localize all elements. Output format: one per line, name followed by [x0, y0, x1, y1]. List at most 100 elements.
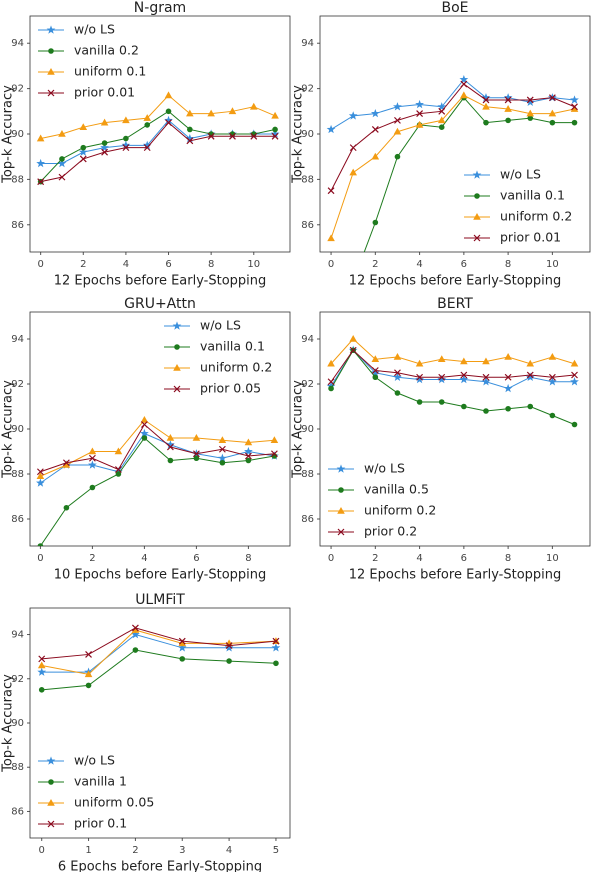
legend-label: w/o LS [74, 22, 115, 37]
y-tick-label: 90 [11, 718, 24, 729]
marker [570, 95, 579, 104]
marker [270, 450, 278, 458]
marker [47, 68, 55, 75]
y-tick-label: 90 [11, 129, 24, 140]
plot-area [326, 335, 579, 428]
marker [166, 440, 175, 449]
chart-title: N-gram [134, 0, 186, 16]
marker [438, 373, 446, 381]
x-tick-label: 0 [328, 259, 334, 270]
x-tick-label: 6 [165, 259, 171, 270]
marker [505, 405, 511, 412]
marker [244, 452, 252, 460]
series-line [330, 349, 575, 383]
legend: w/o LS vanilla 0.1 uniform 0.2 prior 0.05 [164, 318, 272, 396]
marker [570, 105, 579, 112]
marker [415, 374, 424, 384]
marker [141, 435, 148, 441]
marker [549, 119, 556, 126]
marker [142, 140, 152, 150]
marker [483, 408, 489, 414]
marker [47, 820, 55, 828]
marker [271, 132, 279, 140]
panel: ULMFiT 6 Epochs before Early-Stopping Top-… [1, 592, 291, 872]
legend-label: w/o LS [500, 167, 541, 182]
series-line [40, 419, 275, 477]
marker [438, 399, 445, 405]
x-tick-label: 3 [179, 845, 185, 856]
legend-label: uniform 0.2 [500, 209, 572, 224]
marker [460, 80, 468, 88]
marker [249, 102, 258, 110]
marker [526, 109, 535, 117]
series-line [330, 83, 575, 191]
marker [166, 434, 175, 441]
marker [526, 371, 534, 379]
legend-label: prior 0.1 [74, 816, 127, 831]
marker [122, 116, 130, 124]
legend-label: prior 0.2 [364, 524, 417, 539]
legend-label: uniform 0.2 [200, 360, 272, 375]
marker [140, 421, 148, 428]
marker [165, 108, 172, 115]
y-axis-label: Top-k Accuracy [1, 380, 16, 479]
marker [88, 460, 97, 469]
y-tick-label: 94 [11, 630, 24, 641]
marker [225, 642, 233, 650]
marker [570, 377, 579, 386]
marker [526, 96, 534, 104]
legend-label: w/o LS [74, 753, 115, 768]
marker [571, 103, 578, 111]
marker [326, 124, 336, 134]
plot-area [37, 624, 281, 693]
x-tick-label: 4 [141, 553, 147, 564]
marker [504, 105, 512, 112]
marker [393, 372, 402, 381]
y-tick-label: 92 [301, 379, 314, 390]
marker [101, 148, 109, 156]
marker [370, 368, 380, 377]
marker [459, 74, 469, 84]
series-line [40, 121, 276, 183]
marker [62, 459, 70, 467]
x-axis-label: 12 Epochs before Early-Stopping [54, 274, 267, 289]
marker [186, 137, 194, 145]
marker [416, 373, 424, 381]
x-tick-label: 1 [85, 845, 91, 856]
panel: N-gram 12 Epochs before Early-Stopping Top… [1, 0, 291, 289]
marker [79, 155, 87, 163]
y-tick-label: 86 [301, 220, 314, 231]
marker [393, 102, 402, 111]
marker [571, 119, 578, 126]
marker [245, 457, 252, 464]
marker [178, 637, 186, 645]
marker [47, 89, 55, 97]
marker [549, 412, 556, 419]
y-tick-label: 92 [11, 379, 24, 390]
marker [131, 626, 140, 633]
y-tick-label: 92 [301, 84, 314, 95]
marker [328, 313, 334, 319]
marker [372, 374, 379, 381]
marker [36, 478, 45, 487]
marker [337, 507, 345, 514]
marker [504, 353, 512, 360]
legend-label: vanilla 1 [74, 774, 127, 789]
plot-frame [29, 311, 291, 547]
marker [481, 93, 491, 102]
marker [115, 471, 122, 477]
marker [48, 48, 54, 54]
marker [371, 126, 379, 133]
series-line [363, 96, 575, 252]
x-tick-label: 2 [132, 845, 138, 856]
x-tick-label: 2 [80, 259, 86, 270]
marker [37, 543, 44, 546]
x-tick-label: 8 [208, 259, 214, 270]
marker [272, 126, 278, 133]
marker [36, 468, 44, 476]
marker [371, 367, 379, 374]
marker [349, 346, 357, 354]
marker [548, 353, 557, 360]
legend-label: vanilla 0.5 [364, 482, 429, 497]
marker [503, 93, 513, 102]
